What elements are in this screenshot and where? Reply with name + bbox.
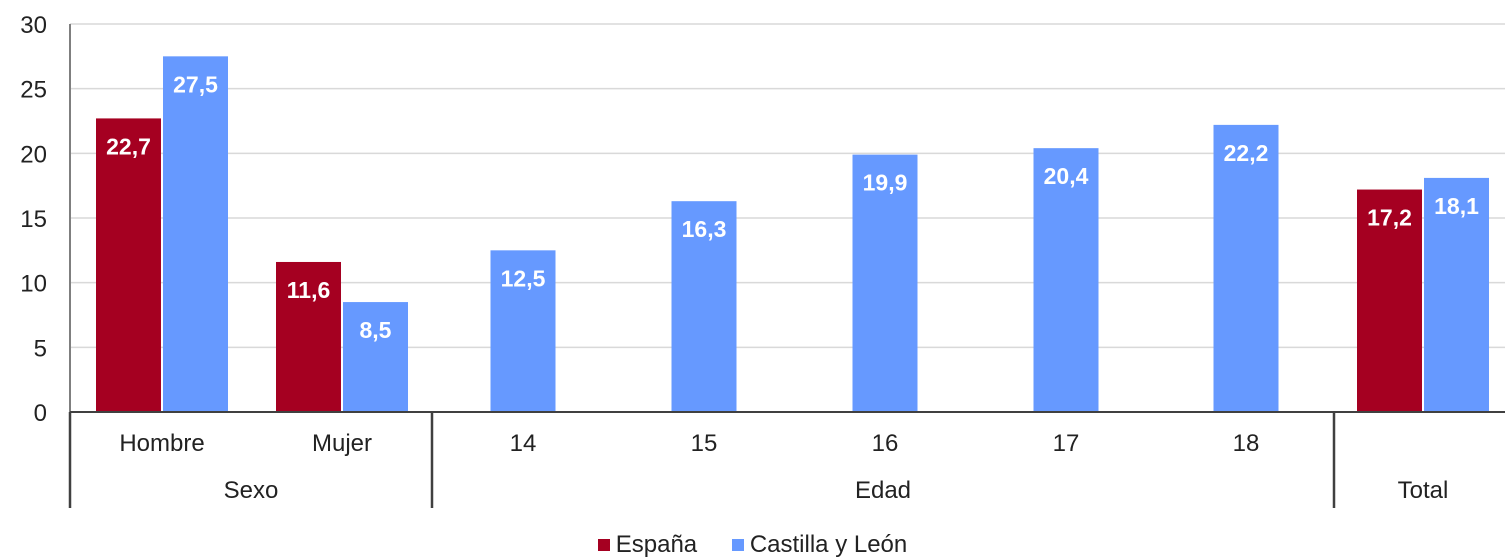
bar-espana-1 (276, 261, 341, 412)
data-label-espana-1: 11,6 (287, 277, 331, 303)
bar-castilla-4 (852, 154, 918, 413)
group-label-sexo: Sexo (224, 477, 279, 504)
legend-item-castilla: Castilla y León (731, 531, 908, 559)
x-category-label-3: 15 (691, 430, 718, 457)
data-label-castilla-2: 12,5 (501, 265, 546, 291)
bar-castilla-3 (671, 201, 737, 412)
data-label-castilla-4: 19,9 (863, 170, 908, 196)
data-label-espana-0: 22,7 (106, 133, 151, 159)
y-tick-label-5: 5 (34, 335, 47, 362)
bar-castilla-0 (163, 56, 228, 412)
bar-castilla-7 (1424, 177, 1489, 412)
x-category-label-0: Hombre (119, 430, 204, 457)
y-tick-label-0: 0 (34, 400, 47, 427)
bar-castilla-6 (1213, 124, 1279, 412)
y-tick-label-10: 10 (20, 271, 47, 298)
bar-espana-0 (96, 118, 161, 412)
data-label-espana-7: 17,2 (1367, 205, 1412, 231)
data-label-castilla-3: 16,3 (682, 216, 727, 242)
legend-label-espana: España (615, 531, 698, 558)
y-tick-label-20: 20 (20, 141, 47, 168)
data-label-castilla-0: 27,5 (173, 71, 218, 97)
y-tick-label-25: 25 (20, 77, 47, 104)
data-label-castilla-7: 18,1 (1434, 193, 1479, 219)
x-category-label-5: 17 (1053, 430, 1080, 457)
group-label-edad: Edad (855, 477, 911, 504)
chart-svg: 0 5 10 15 20 25 30 22,7 27,5 Hombre 11,6 8,5 Mujer 12… (20, 12, 1505, 508)
x-category-label-2: 14 (510, 430, 537, 457)
bar-espana-7 (1357, 189, 1422, 412)
data-label-castilla-1: 8,5 (360, 317, 392, 343)
legend-swatch-castilla (731, 539, 744, 551)
legend-swatch-espana (597, 539, 610, 551)
data-label-castilla-5: 20,4 (1044, 163, 1089, 189)
group-label-total: Total (1398, 477, 1449, 504)
x-category-label-6: 18 (1233, 430, 1260, 457)
legend-item-espana: España (597, 531, 698, 559)
y-tick-label-15: 15 (20, 206, 47, 233)
legend-label-castilla: Castilla y León (749, 531, 908, 558)
x-category-label-4: 16 (872, 430, 899, 457)
bar-castilla-2 (490, 250, 556, 412)
legend: España Castilla y León (0, 530, 1505, 559)
x-category-label-1: Mujer (312, 430, 372, 457)
y-tick-label-30: 30 (20, 12, 47, 39)
bar-castilla-1 (343, 302, 408, 412)
bar-castilla-5 (1033, 148, 1099, 412)
data-label-castilla-6: 22,2 (1224, 140, 1269, 166)
